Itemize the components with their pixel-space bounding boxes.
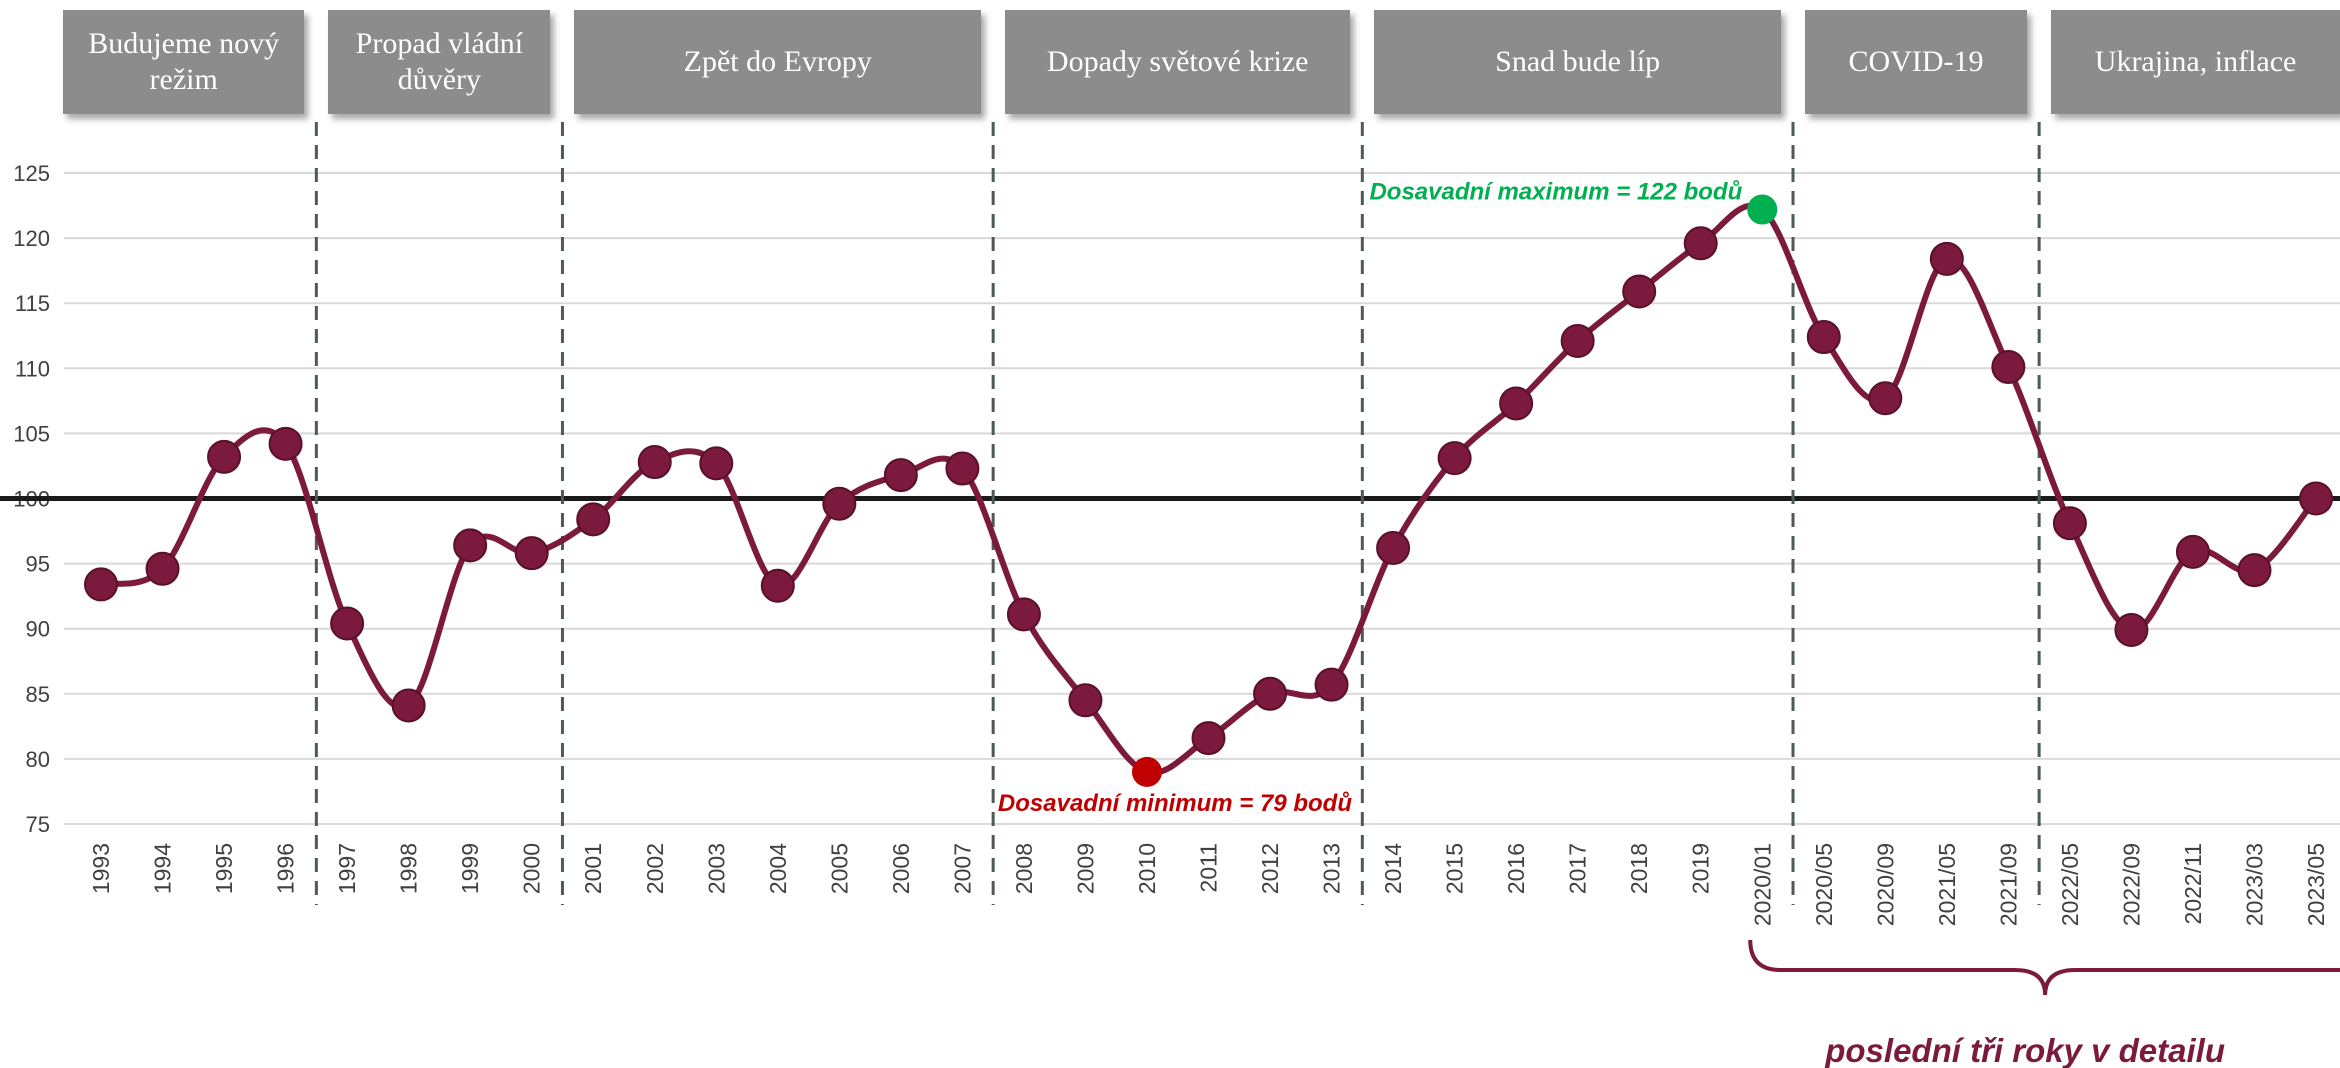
x-tick-label: 1999 (457, 843, 483, 894)
period-label: Zpět do Evropy (574, 10, 982, 114)
data-point (822, 486, 857, 521)
period-label: Snad bude líp (1374, 10, 1781, 114)
series-line (100, 202, 2319, 776)
period-label: COVID-19 (1805, 10, 2028, 114)
data-point (1191, 721, 1226, 756)
data-point (1929, 241, 1964, 276)
y-tick-label: 120 (13, 226, 50, 251)
data-point (84, 567, 118, 602)
x-tick-label: 2009 (1072, 843, 1098, 894)
data-point (268, 426, 303, 461)
data-point (1376, 530, 1411, 565)
x-tick-label: 2020/01 (1749, 843, 1775, 926)
data-point (1253, 676, 1288, 711)
data-point (1747, 194, 1778, 225)
x-tick-label: 2019 (1688, 843, 1714, 894)
x-tick-label: 2000 (519, 843, 545, 894)
x-tick-label: 2008 (1011, 843, 1037, 894)
x-tick-label: 1998 (396, 843, 422, 894)
y-tick-label: 95 (26, 552, 50, 577)
period-label: Dopady světové krize (1005, 10, 1351, 114)
data-point (1131, 756, 1162, 787)
x-tick-label: 2023/05 (2303, 843, 2329, 926)
x-tick-label: 2023/03 (2241, 843, 2267, 926)
x-tick-label: 1996 (273, 843, 299, 894)
x-tick-label: 2012 (1257, 843, 1283, 894)
data-point (1006, 597, 1041, 632)
annotation: Dosavadní minimum = 79 bodů (998, 790, 1352, 817)
x-tick-label: 2022/09 (2118, 843, 2144, 926)
data-point (1622, 274, 1657, 309)
x-tick-label: 2011 (1196, 843, 1222, 892)
x-tick-label: 2014 (1380, 843, 1406, 894)
bracket (1748, 939, 2340, 996)
period-label: Ukrajina, inflace (2051, 10, 2340, 114)
data-point (145, 551, 180, 586)
data-point (2175, 534, 2210, 569)
x-tick-label: 1997 (334, 843, 360, 894)
data-point (1314, 667, 1349, 702)
data-point (1560, 323, 1595, 358)
annotation: Dosavadní maximum = 122 bodů (1369, 178, 1742, 205)
x-tick-label: 2006 (888, 843, 914, 894)
data-point (453, 528, 488, 563)
x-tick-label: 2017 (1565, 843, 1591, 894)
data-point (391, 688, 426, 723)
data-point (1991, 349, 2026, 384)
x-tick-label: 2016 (1503, 843, 1529, 894)
x-tick-label: 1993 (88, 843, 114, 894)
data-point (2299, 481, 2333, 516)
x-tick-label: 1994 (150, 843, 176, 894)
data-point (1683, 226, 1718, 261)
y-tick-label: 90 (26, 617, 50, 642)
bracket-label: poslední tři roky v detailu (1824, 1032, 2225, 1068)
y-tick-label: 105 (13, 421, 50, 446)
y-tick-label: 85 (26, 682, 50, 707)
period-label: Budujeme nový režim (63, 10, 305, 114)
x-tick-label: 2004 (765, 843, 791, 894)
x-tick-label: 2021/05 (1934, 843, 1960, 926)
data-point (1868, 381, 1903, 416)
data-point (2237, 553, 2272, 588)
x-tick-label: 2015 (1442, 843, 1468, 894)
data-point (576, 502, 611, 537)
data-point (514, 536, 549, 571)
x-tick-label: 2010 (1134, 843, 1160, 894)
x-tick-label: 2020/09 (1872, 843, 1898, 926)
x-tick-label: 2021/09 (1995, 843, 2021, 926)
data-point (760, 568, 795, 603)
x-tick-label: 2003 (703, 843, 729, 894)
x-tick-label: 2007 (949, 843, 975, 894)
x-tick-label: 2001 (580, 843, 606, 894)
data-point (2052, 506, 2087, 541)
x-tick-label: 2013 (1319, 843, 1345, 894)
x-tick-label: 2005 (826, 843, 852, 894)
x-tick-label: 2022/11 (2180, 843, 2206, 924)
data-point (699, 446, 734, 481)
data-point (1437, 441, 1472, 476)
period-label: Propad vládní důvěry (328, 10, 551, 114)
data-point (883, 458, 918, 493)
y-tick-label: 75 (26, 812, 50, 837)
x-tick-label: 2020/05 (1811, 843, 1837, 926)
data-point (1806, 320, 1841, 355)
data-point (207, 439, 242, 474)
x-tick-label: 2022/05 (2057, 843, 2083, 926)
y-tick-label: 125 (13, 161, 50, 186)
data-point (1499, 386, 1534, 421)
y-tick-label: 115 (15, 291, 50, 316)
x-tick-label: 2002 (642, 843, 668, 894)
x-tick-label: 2018 (1626, 843, 1652, 894)
data-point (637, 445, 672, 480)
data-point (1068, 683, 1103, 718)
x-tick-label: 1995 (211, 843, 237, 894)
data-point (2114, 613, 2149, 648)
y-tick-label: 80 (26, 747, 50, 772)
data-point (945, 451, 980, 486)
y-tick-label: 110 (15, 356, 50, 381)
data-point (330, 606, 365, 641)
